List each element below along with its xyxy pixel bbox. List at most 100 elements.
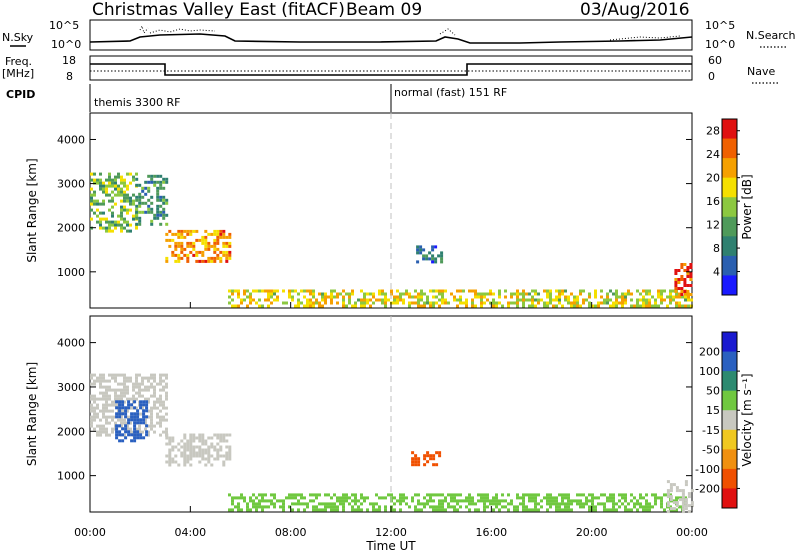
heatmap-cell bbox=[624, 295, 627, 299]
heatmap-cell bbox=[142, 412, 146, 416]
colorbar-segment bbox=[722, 197, 737, 218]
heatmap-cell bbox=[108, 184, 111, 188]
heatmap-cell bbox=[216, 436, 220, 440]
heatmap-cell bbox=[264, 505, 267, 509]
noise-strip-frame bbox=[89, 19, 693, 51]
heatmap-cell bbox=[615, 292, 618, 296]
heatmap-cell bbox=[204, 247, 208, 251]
colorbar-label: Velocity [m s⁻¹] bbox=[740, 373, 754, 466]
heatmap-cell bbox=[677, 287, 681, 290]
heatmap-cell bbox=[192, 253, 196, 257]
heatmap-cell bbox=[525, 292, 528, 296]
heatmap-cell bbox=[360, 502, 363, 506]
heatmap-cell bbox=[201, 250, 205, 254]
heatmap-cell bbox=[225, 433, 229, 437]
heatmap-cell bbox=[474, 295, 477, 299]
heatmap-cell bbox=[153, 373, 156, 377]
heatmap-cell bbox=[99, 427, 102, 431]
heatmap-cell bbox=[399, 496, 402, 500]
heatmap-cell bbox=[417, 502, 420, 506]
heatmap-cell bbox=[396, 499, 399, 503]
heatmap-cell bbox=[180, 241, 184, 245]
heatmap-cell bbox=[674, 278, 678, 281]
heatmap-cell bbox=[258, 304, 261, 308]
heatmap-cell bbox=[168, 460, 172, 464]
heatmap-cell bbox=[130, 415, 134, 419]
heatmap-cell bbox=[588, 295, 591, 299]
heatmap-cell bbox=[396, 301, 399, 305]
heatmap-cell bbox=[689, 293, 693, 296]
heatmap-cell bbox=[123, 205, 126, 209]
heatmap-cell bbox=[576, 298, 579, 302]
heatmap-cell bbox=[336, 292, 339, 296]
heatmap-cell bbox=[136, 415, 140, 419]
heatmap-cell bbox=[516, 289, 519, 293]
heatmap-cell bbox=[414, 295, 417, 299]
heatmap-cell bbox=[459, 499, 462, 503]
heatmap-cell bbox=[117, 190, 120, 194]
heatmap-cell bbox=[234, 289, 237, 293]
heatmap-cell bbox=[225, 241, 229, 245]
heatmap-cell bbox=[483, 493, 486, 497]
heatmap-cell bbox=[609, 508, 612, 512]
heatmap-cell bbox=[594, 295, 597, 299]
heatmap-cell bbox=[330, 508, 333, 512]
nsearch-trace bbox=[139, 24, 681, 41]
heatmap-cell bbox=[108, 181, 111, 185]
heatmap-cell bbox=[438, 508, 441, 512]
heatmap-cell bbox=[576, 295, 579, 299]
heatmap-cell bbox=[431, 245, 435, 249]
heatmap-cell bbox=[689, 266, 693, 269]
heatmap-cell bbox=[648, 502, 651, 506]
heatmap-cell bbox=[99, 430, 102, 434]
heatmap-cell bbox=[138, 388, 141, 392]
heatmap-cell bbox=[129, 208, 132, 212]
heatmap-region bbox=[135, 174, 169, 226]
heatmap-cell bbox=[130, 433, 134, 437]
heatmap-cell bbox=[129, 223, 132, 227]
heatmap-cell bbox=[201, 235, 205, 239]
heatmap-cell bbox=[666, 295, 669, 299]
heatmap-cell bbox=[642, 298, 645, 302]
heatmap-cell bbox=[231, 304, 234, 308]
heatmap-cell bbox=[654, 298, 657, 302]
heatmap-cell bbox=[600, 493, 603, 497]
heatmap-cell bbox=[102, 184, 105, 188]
nsearch-tick-bottom: 10^0 bbox=[705, 38, 735, 51]
heatmap-cell bbox=[207, 448, 211, 452]
heatmap-cell bbox=[435, 508, 438, 512]
heatmap-cell bbox=[483, 505, 486, 509]
heatmap-cell bbox=[228, 451, 232, 455]
heatmap-cell bbox=[318, 304, 321, 308]
heatmap-cell bbox=[384, 496, 387, 500]
heatmap-cell bbox=[117, 175, 120, 179]
heatmap-cell bbox=[384, 298, 387, 302]
colorbar-segment bbox=[722, 390, 737, 411]
heatmap-cell bbox=[264, 298, 267, 302]
y-tick-label: 2000 bbox=[57, 425, 85, 438]
heatmap-cell bbox=[639, 502, 642, 506]
cpid-segment-1: themis 3300 RF bbox=[94, 96, 181, 109]
heatmap-cell bbox=[528, 508, 531, 512]
heatmap-cell bbox=[642, 289, 645, 293]
heatmap-cell bbox=[171, 436, 175, 440]
heatmap-cell bbox=[528, 493, 531, 497]
heatmap-cell bbox=[210, 436, 214, 440]
heatmap-cell bbox=[171, 460, 175, 464]
heatmap-cell bbox=[447, 505, 450, 509]
heatmap-cell bbox=[141, 379, 144, 383]
heatmap-cell bbox=[93, 193, 96, 197]
heatmap-cell bbox=[102, 199, 105, 203]
heatmap-cell bbox=[477, 493, 480, 497]
heatmap-cell bbox=[687, 492, 691, 496]
heatmap-cell bbox=[114, 184, 117, 188]
heatmap-cell bbox=[462, 301, 465, 305]
heatmap-cell bbox=[159, 403, 162, 407]
heatmap-cell bbox=[300, 496, 303, 500]
heatmap-cell bbox=[171, 250, 175, 254]
heatmap-cell bbox=[126, 397, 129, 401]
heatmap-cell bbox=[201, 439, 205, 443]
heatmap-cell bbox=[114, 220, 117, 224]
heatmap-cell bbox=[105, 433, 108, 437]
heatmap-cell bbox=[348, 502, 351, 506]
